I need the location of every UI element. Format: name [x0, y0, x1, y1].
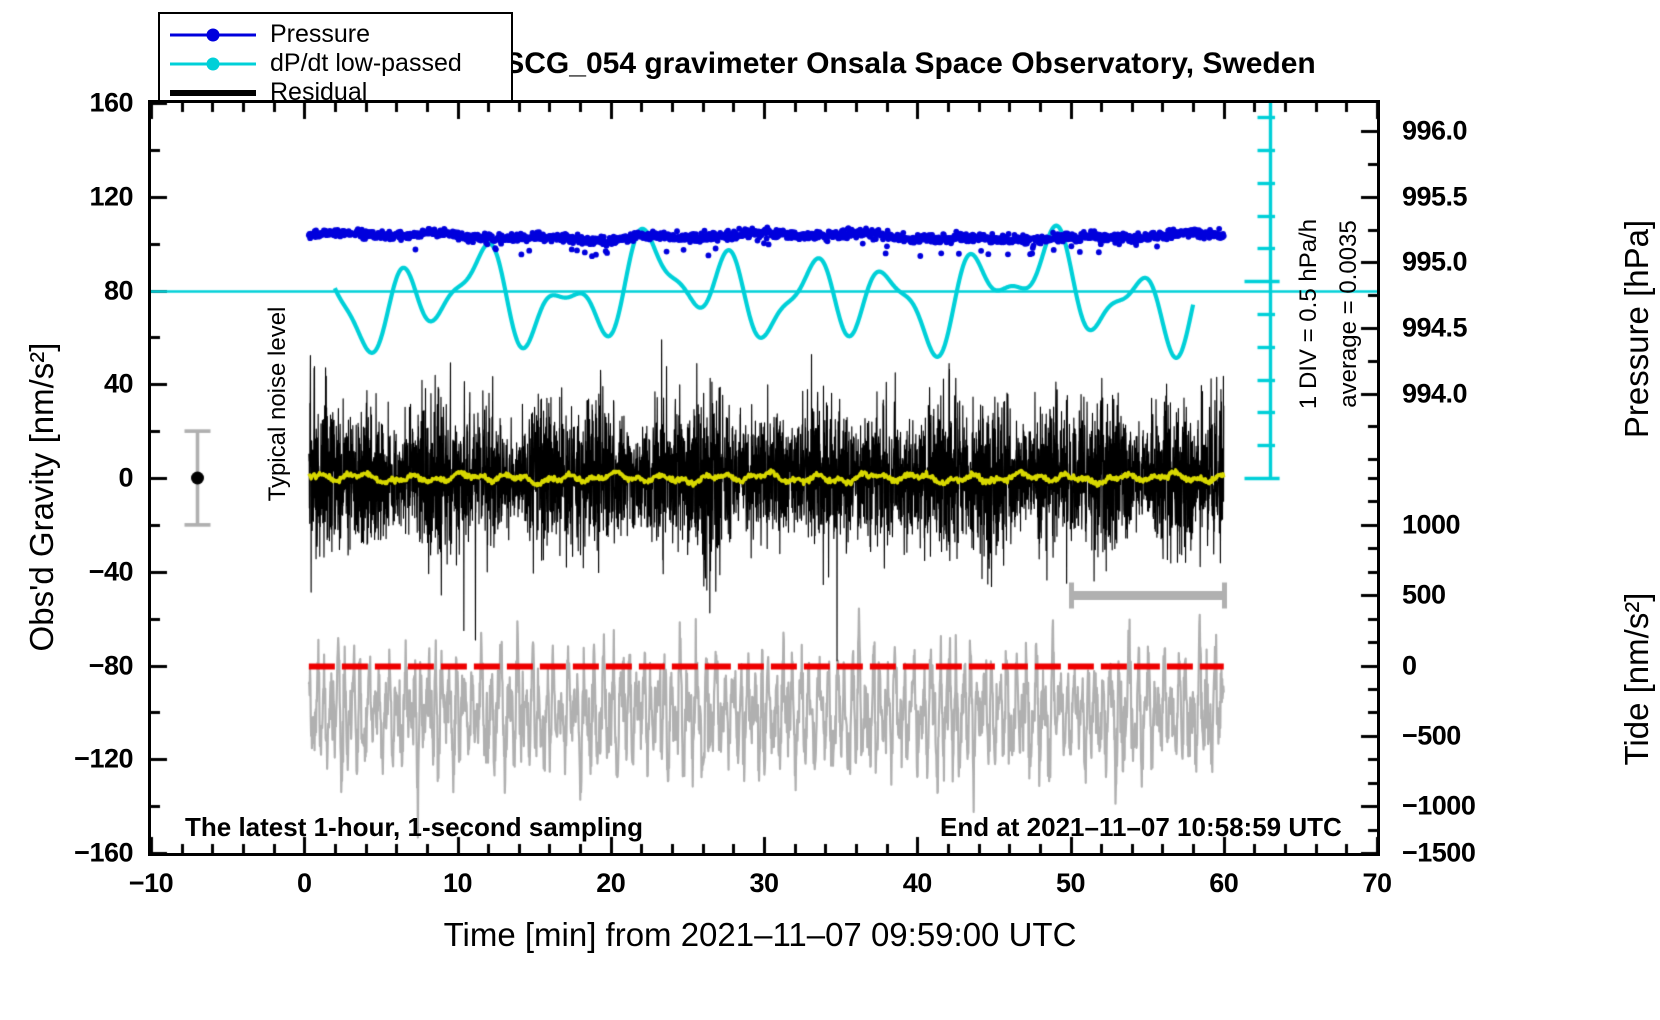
tide-tick-label: 0: [1402, 650, 1417, 680]
legend-swatch-icon: [170, 25, 256, 45]
annotation-scale-div: 1 DIV = 0.5 hPa/h: [1295, 218, 1322, 410]
chart-canvas: [151, 103, 1377, 853]
annotation-end-time: End at 2021–11–07 10:58:59 UTC: [940, 812, 1342, 842]
annotation-typical-noise-level: Typical noise level: [264, 306, 291, 502]
annotation-latest-sampling: The latest 1‑hour, 1‑second sampling: [185, 812, 643, 842]
pressure-tick-label: 996.0: [1402, 115, 1468, 146]
x-tick-label: 50: [1055, 868, 1086, 898]
y-tick-label: −40: [88, 556, 134, 587]
x-tick-label: 10: [442, 868, 473, 898]
y-tick-label: 160: [89, 87, 133, 118]
pressure-tick-label: 995.0: [1402, 246, 1468, 277]
y-axis-tide-title: Tide [nm/s²]: [1618, 592, 1655, 766]
tide-tick-label: 500: [1402, 579, 1446, 610]
y-tick-label: −120: [74, 743, 133, 774]
y-tick-label: 40: [103, 368, 134, 399]
x-tick-label: 20: [596, 868, 626, 898]
pressure-tick-label: 995.5: [1402, 181, 1468, 212]
y-tick-label: 80: [103, 275, 134, 305]
plot-area: [148, 100, 1380, 856]
page-title: SCG_054 gravimeter Onsala Space Observat…: [504, 47, 1316, 80]
legend-swatch-icon: [170, 83, 256, 103]
y-tick-label: −80: [88, 650, 134, 680]
legend-swatch-icon: [170, 54, 256, 74]
y-tick-label: 0: [118, 462, 133, 493]
y-tick-label: 120: [89, 181, 133, 212]
x-tick-label: 0: [296, 868, 312, 898]
y-axis-left-title: Obs'd Gravity [nm/s²]: [23, 342, 60, 652]
x-tick-label: 70: [1362, 868, 1392, 898]
x-axis-title: Time [min] from 2021–11–07 09:59:00 UTC: [443, 916, 1077, 953]
tide-tick-label: −1500: [1402, 837, 1476, 868]
tide-tick-label: −1000: [1402, 790, 1476, 821]
y-tick-label: −160: [74, 837, 133, 868]
legend-item-1: dP/dt low‑passed: [170, 49, 503, 78]
pressure-tick-label: 994.0: [1402, 378, 1468, 409]
tide-tick-label: −500: [1402, 720, 1461, 751]
y-axis-pressure-title: Pressure [hPa]: [1618, 219, 1655, 439]
x-tick-label: 40: [902, 868, 933, 898]
pressure-tick-label: 994.5: [1402, 312, 1468, 343]
x-tick-label: 30: [749, 868, 779, 898]
x-tick-label: 60: [1209, 868, 1239, 898]
tide-tick-label: 1000: [1402, 509, 1461, 540]
legend-label: dP/dt low‑passed: [270, 49, 462, 77]
legend-item-0: Pressure: [170, 20, 503, 49]
annotation-scale-average: average = 0.0035: [1335, 220, 1362, 408]
x-tick-label: −10: [128, 868, 174, 898]
legend-label: Pressure: [270, 20, 371, 48]
